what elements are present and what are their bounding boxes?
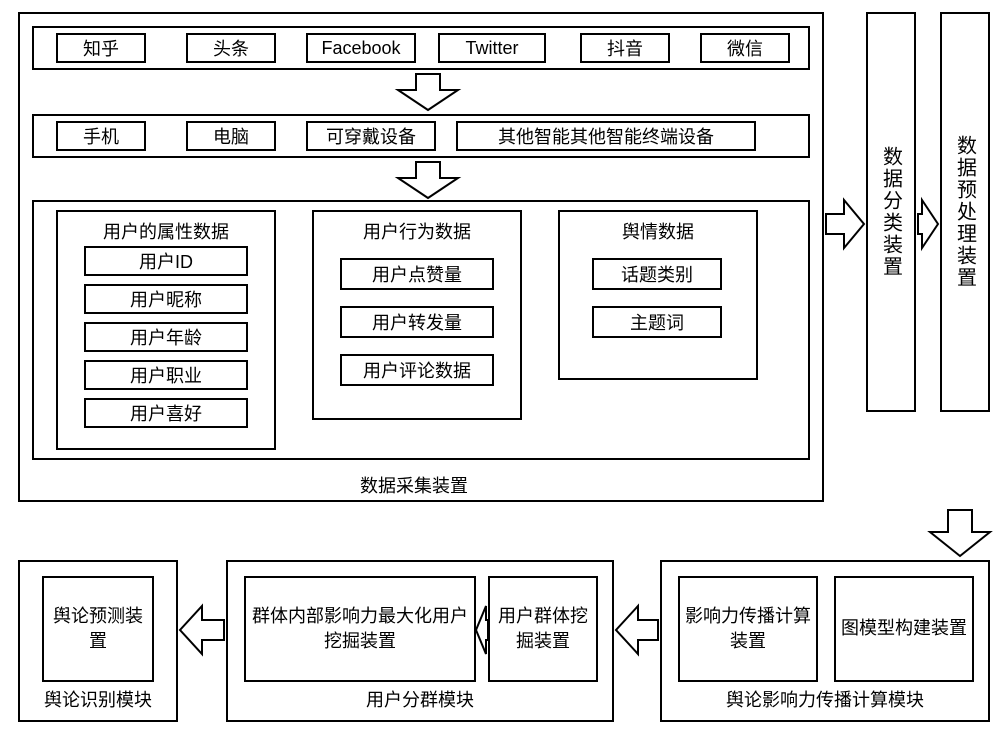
user-behavior-item: 用户评论数据 xyxy=(340,354,494,386)
item-label: 群体内部影响力最大化用户挖掘装置 xyxy=(252,604,468,654)
platform-facebook: Facebook xyxy=(306,33,416,63)
device-phone: 手机 xyxy=(56,121,146,151)
platform-zhihu: 知乎 xyxy=(56,33,146,63)
opinion-data-item: 主题词 xyxy=(592,306,722,338)
arrow-classify-to-pre xyxy=(918,200,938,248)
item-label: 用户评论数据 xyxy=(363,357,471,383)
user-behavior-title: 用户行为数据 xyxy=(314,218,520,244)
opinion-data-panel: 舆情数据 xyxy=(558,210,758,380)
item-label: 用户昵称 xyxy=(130,286,202,312)
item-label: 用户转发量 xyxy=(372,309,462,335)
platform-label: Twitter xyxy=(465,38,518,59)
influence-max-box: 群体内部影响力最大化用户挖掘装置 xyxy=(244,576,476,682)
preprocess-label: 数据预处理装置 xyxy=(951,135,980,289)
device-label: 可穿戴设备 xyxy=(326,123,416,149)
platform-label: 知乎 xyxy=(83,35,119,61)
platform-label: Facebook xyxy=(321,38,400,59)
item-label: 舆论预测装置 xyxy=(50,604,146,654)
device-pc: 电脑 xyxy=(186,121,276,151)
platform-twitter: Twitter xyxy=(438,33,546,63)
device-other: 其他智能其他智能终端设备 xyxy=(456,121,756,151)
user-attr-item: 用户昵称 xyxy=(84,284,248,314)
user-behavior-item: 用户点赞量 xyxy=(340,258,494,290)
user-attr-item: 用户职业 xyxy=(84,360,248,390)
data-collect-label: 数据采集装置 xyxy=(360,472,468,498)
arrow-inner-group xyxy=(476,606,488,654)
item-label: 用户职业 xyxy=(130,362,202,388)
arrow-devices-to-panels xyxy=(398,162,458,198)
opinion-data-item: 话题类别 xyxy=(592,258,722,290)
data-classify-box: 数据分类装置 xyxy=(866,12,916,412)
arrow-pre-to-influence xyxy=(930,510,990,556)
user-attr-item: 用户年龄 xyxy=(84,322,248,352)
arrow-group-to-predict xyxy=(180,606,224,654)
platform-label: 头条 xyxy=(213,35,249,61)
platform-label: 抖音 xyxy=(607,35,643,61)
classify-label: 数据分类装置 xyxy=(877,146,906,278)
item-label: 主题词 xyxy=(630,309,684,335)
user-group-mining-box: 用户群体挖掘装置 xyxy=(488,576,598,682)
platform-douyin: 抖音 xyxy=(580,33,670,63)
predict-module-label: 舆论识别模块 xyxy=(20,686,176,712)
influence-compute-box: 影响力传播计算装置 xyxy=(678,576,818,682)
predict-box: 舆论预测装置 xyxy=(42,576,154,682)
platform-wechat: 微信 xyxy=(700,33,790,63)
device-label: 其他智能其他智能终端设备 xyxy=(498,123,714,149)
user-attr-title: 用户的属性数据 xyxy=(58,218,274,244)
graph-build-box: 图模型构建装置 xyxy=(834,576,974,682)
device-wearable: 可穿戴设备 xyxy=(306,121,436,151)
item-label: 图模型构建装置 xyxy=(841,616,967,641)
user-attr-item: 用户喜好 xyxy=(84,398,248,428)
arrow-collect-to-classify xyxy=(826,200,864,248)
item-label: 用户群体挖掘装置 xyxy=(496,604,590,654)
item-label: 用户ID xyxy=(139,248,193,274)
data-preprocess-box: 数据预处理装置 xyxy=(940,12,990,412)
arrow-influence-to-group xyxy=(616,606,658,654)
influence-module-label: 舆论影响力传播计算模块 xyxy=(662,686,988,712)
device-label: 手机 xyxy=(83,123,119,149)
platform-label: 微信 xyxy=(727,35,763,61)
opinion-data-title: 舆情数据 xyxy=(560,218,756,244)
item-label: 用户年龄 xyxy=(130,324,202,350)
platform-toutiao: 头条 xyxy=(186,33,276,63)
item-label: 用户喜好 xyxy=(130,400,202,426)
device-label: 电脑 xyxy=(213,123,249,149)
arrow-platforms-to-devices xyxy=(398,74,458,110)
item-label: 话题类别 xyxy=(621,261,693,287)
user-behavior-item: 用户转发量 xyxy=(340,306,494,338)
user-attr-item: 用户ID xyxy=(84,246,248,276)
item-label: 用户点赞量 xyxy=(372,261,462,287)
item-label: 影响力传播计算装置 xyxy=(680,604,816,654)
user-group-module-label: 用户分群模块 xyxy=(228,686,612,712)
platforms-row xyxy=(32,26,810,70)
